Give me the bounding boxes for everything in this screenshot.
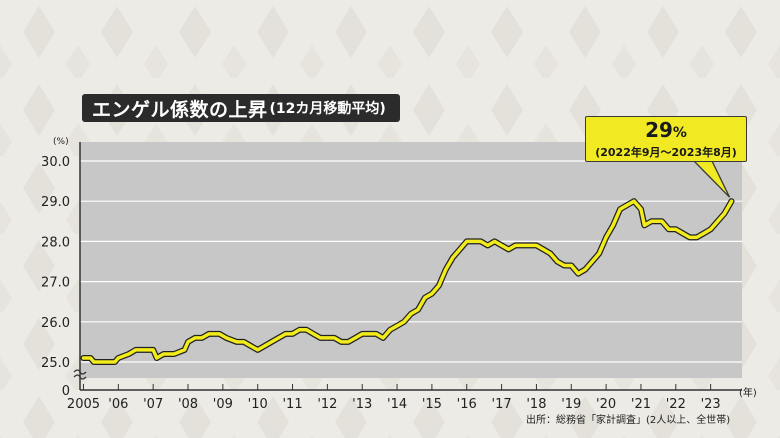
callout-value: 29%: [586, 118, 746, 145]
y-tick-label: 28.0: [41, 235, 70, 250]
x-tick-label: '15: [422, 397, 442, 412]
callout-period: (2022年9月～2023年8月): [595, 146, 737, 159]
x-tick-label: '11: [282, 397, 302, 412]
x-tick-label: '16: [457, 397, 477, 412]
x-tick-label: 2005: [67, 397, 100, 412]
x-tick-label: '09: [213, 397, 233, 412]
x-tick-label: '20: [596, 397, 616, 412]
chart-title: エンゲル係数の上昇 (12カ月移動平均): [82, 94, 400, 122]
x-tick-label: '23: [701, 397, 721, 412]
source-note: 出所：総務省「家計調査」(2人以上、全世帯): [526, 415, 731, 426]
x-tick-label: '12: [317, 397, 337, 412]
y-tick-label: 25.0: [41, 356, 70, 371]
x-axis-unit-label: (年): [739, 388, 757, 399]
x-tick-label: '10: [248, 397, 268, 412]
y-tick-label: 0: [62, 384, 70, 399]
y-tick-label: 29.0: [41, 195, 70, 210]
series-line: [81, 199, 734, 364]
x-tick-label: '14: [387, 397, 407, 412]
x-tick-label: '17: [492, 397, 512, 412]
latest-value-callout: 29% (2022年9月～2023年8月): [585, 116, 747, 162]
y-tick-label: 26.0: [41, 316, 70, 331]
chart-title-main: エンゲル係数の上昇: [92, 98, 268, 121]
x-tick-label: '21: [631, 397, 651, 412]
callout-unit: %: [672, 125, 687, 141]
x-tick-label: '18: [526, 397, 546, 412]
y-tick-label: 27.0: [41, 276, 70, 291]
x-tick-label: '06: [108, 397, 128, 412]
plot-area: [80, 142, 742, 378]
x-tick-label: '13: [352, 397, 372, 412]
axis-break-symbol: [73, 369, 87, 380]
x-tick-label: '22: [666, 397, 686, 412]
x-tick-label: '08: [178, 397, 198, 412]
chart-title-sub: (12カ月移動平均): [269, 101, 386, 117]
x-tick-label: '07: [143, 397, 163, 412]
callout-number: 29: [645, 118, 673, 142]
y-axis-unit-label: (%): [53, 137, 69, 147]
y-tick-label: 30.0: [41, 155, 70, 170]
x-tick-label: '19: [561, 397, 581, 412]
